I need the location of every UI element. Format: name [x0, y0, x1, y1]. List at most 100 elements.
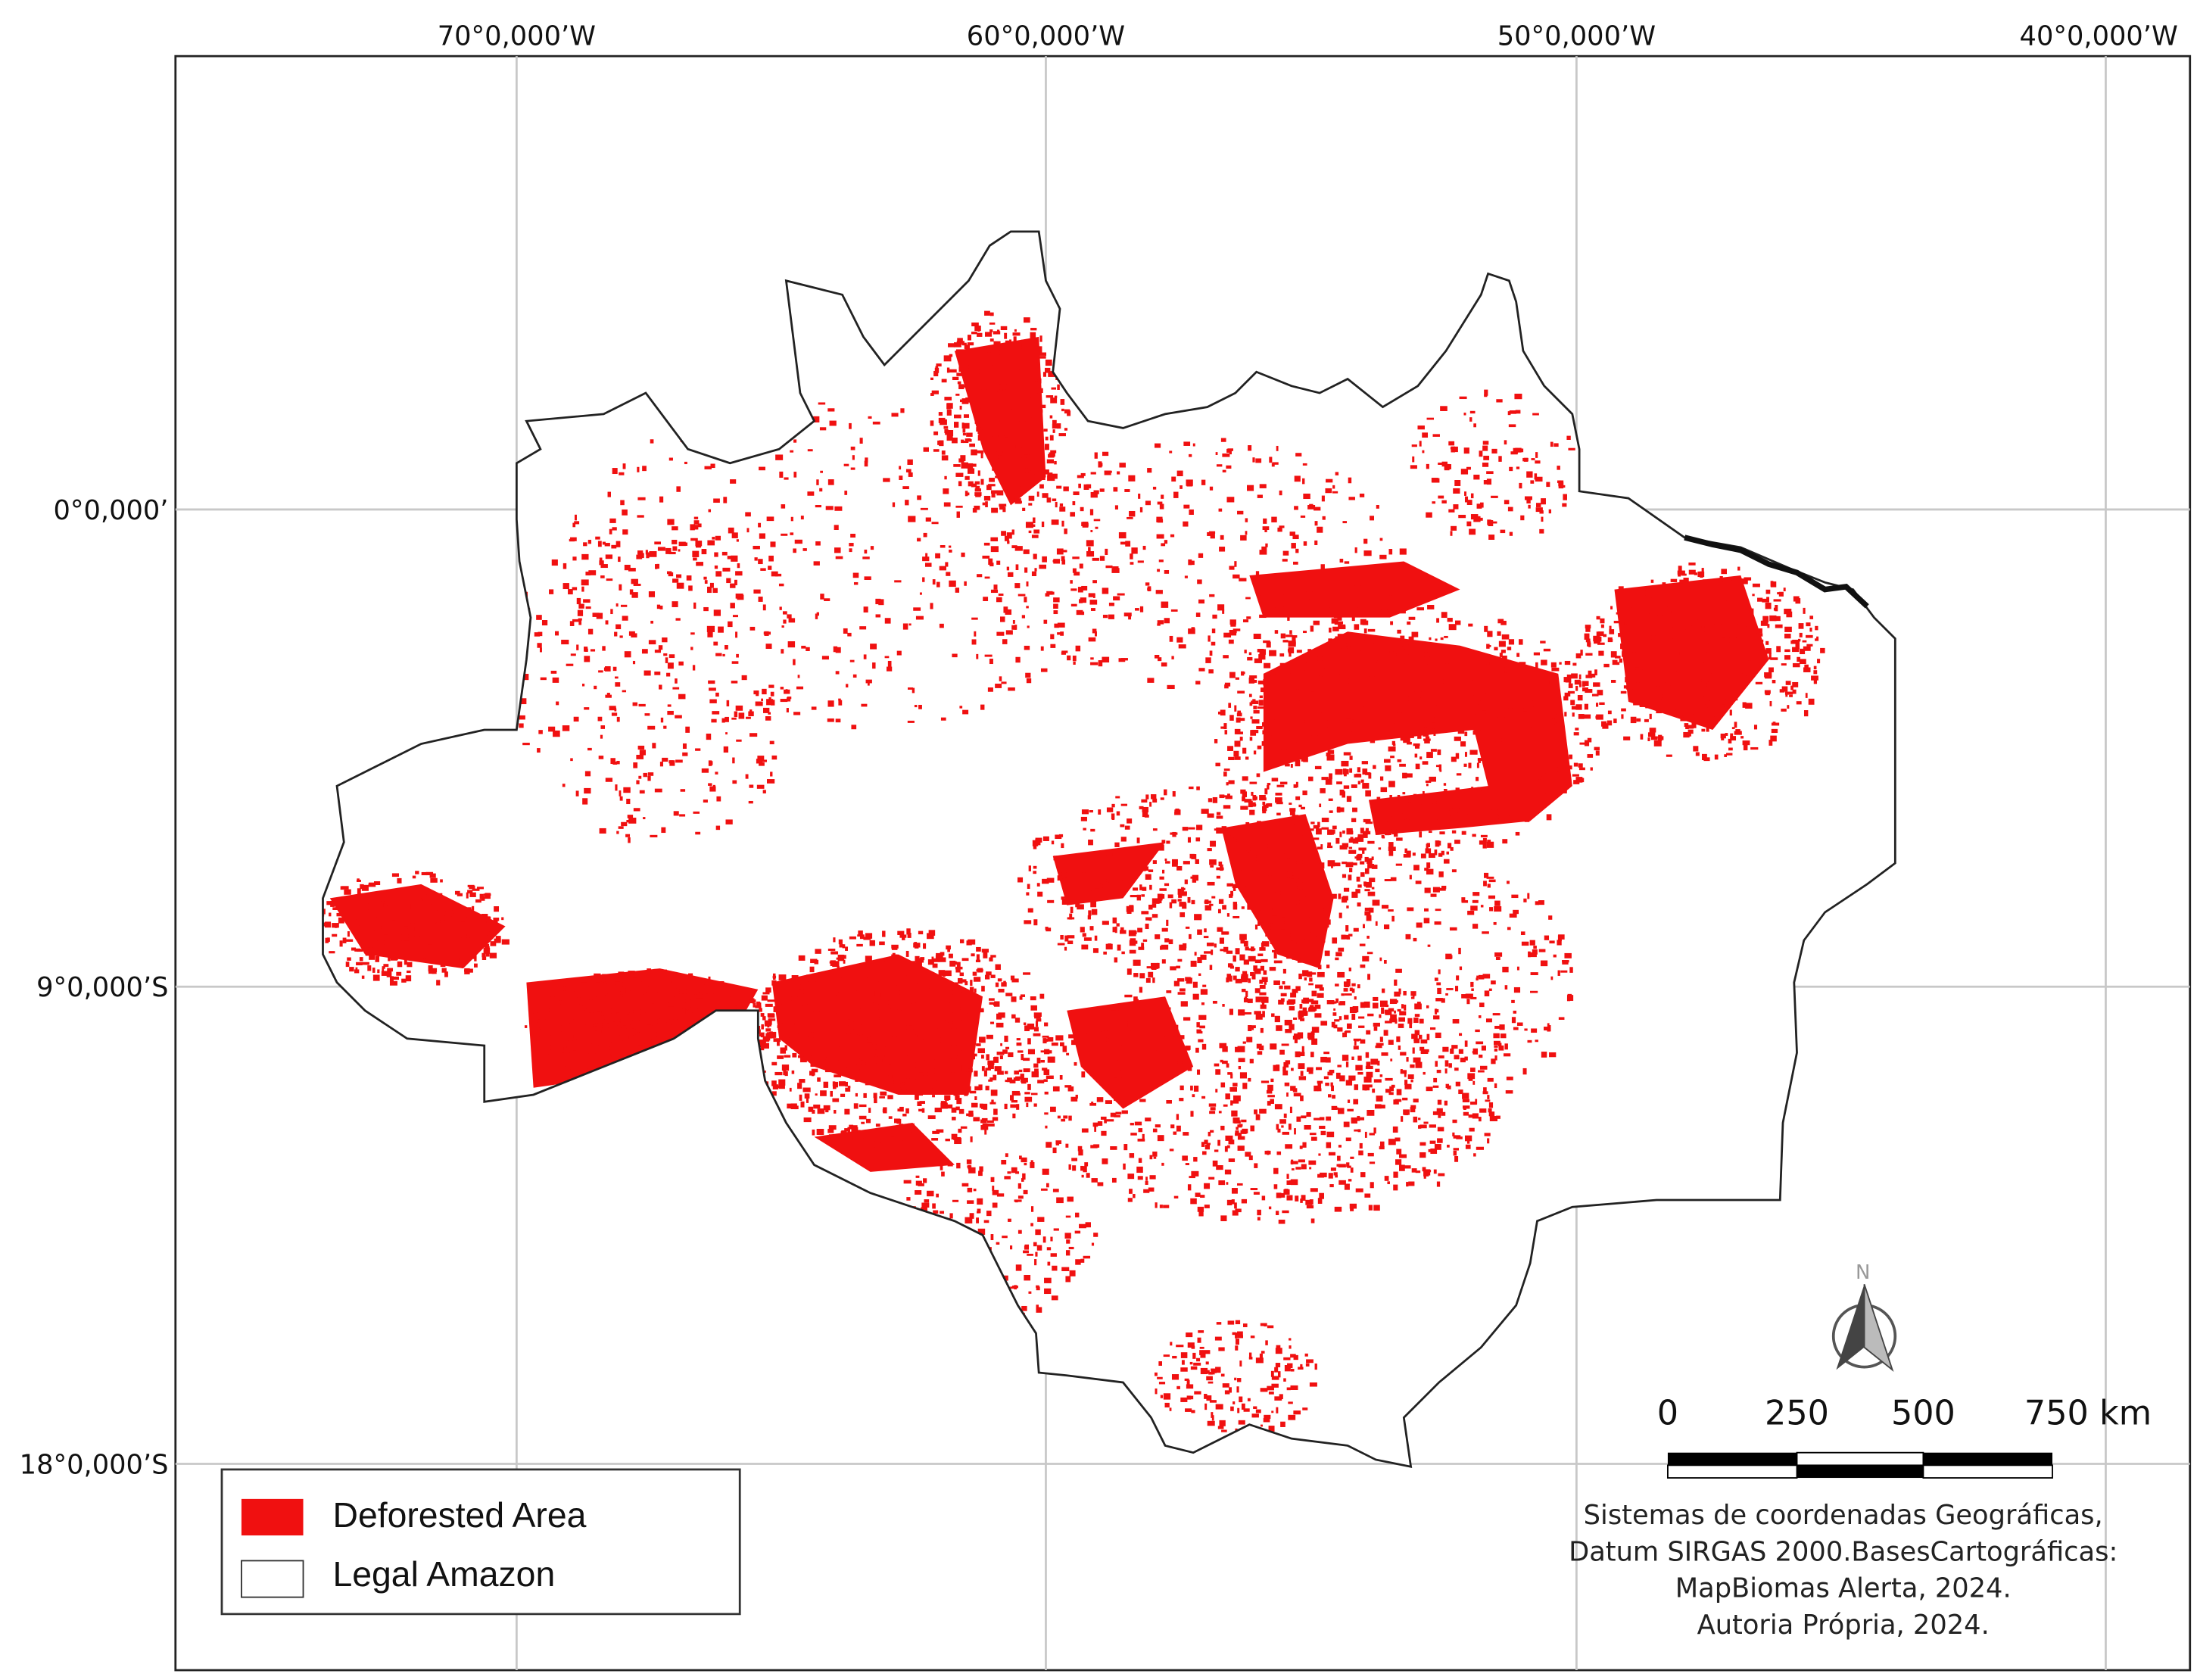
deforest-dot [1090, 608, 1095, 611]
deforest-dot [1689, 583, 1697, 589]
deforest-dot [381, 901, 387, 905]
deforest-dot [1237, 1335, 1243, 1339]
deforest-dot [991, 1099, 994, 1104]
deforest-dot [1632, 647, 1636, 653]
deforest-dot [1290, 1086, 1296, 1091]
deforest-dot [1735, 729, 1740, 732]
deforest-dot [1321, 495, 1325, 502]
deforest-dot [868, 1143, 875, 1148]
deforest-dot [882, 930, 886, 937]
deforest-dot [1250, 1125, 1255, 1132]
deforest-dot [1748, 660, 1751, 662]
deforest-dot [486, 920, 492, 924]
deforest-dot [330, 900, 335, 907]
deforest-dot [809, 1032, 814, 1038]
deforest-dot [1437, 1127, 1444, 1132]
deforest-dot [1084, 1162, 1089, 1167]
deforest-dot [1196, 1069, 1201, 1075]
deforest-dot [1360, 619, 1367, 625]
deforest-dot [1291, 1168, 1295, 1170]
deforest-dot [1047, 899, 1055, 903]
deforest-dot [1635, 682, 1642, 685]
deforest-dot [961, 1013, 968, 1019]
deforest-dot [1202, 1350, 1211, 1354]
deforest-dot [1771, 728, 1778, 734]
deforest-dot [672, 601, 678, 607]
deforest-dot [1237, 690, 1245, 694]
deforest-dot [1688, 569, 1696, 575]
deforest-dot [1407, 1074, 1414, 1080]
deforest-dot [989, 957, 993, 962]
deforest-dot [1549, 681, 1554, 684]
deforest-dot [596, 993, 600, 997]
deforest-dot [726, 578, 731, 584]
deforest-dot [1679, 652, 1687, 656]
deforest-dot [1071, 1158, 1077, 1161]
deforest-dot [840, 1093, 846, 1097]
deforest-dot [1024, 1162, 1027, 1166]
deforest-dot [926, 1030, 929, 1034]
deforest-dot [1331, 1021, 1335, 1027]
deforest-dot [641, 649, 648, 654]
deforest-dot [1728, 738, 1732, 743]
deforest-dot [1233, 904, 1238, 910]
deforest-dot [1188, 827, 1195, 830]
deforest-dot [827, 948, 836, 951]
deforest-dot [1379, 1145, 1385, 1150]
deforest-dot [1209, 965, 1213, 970]
deforest-dot [1233, 887, 1236, 891]
deforest-dot [1231, 1199, 1235, 1205]
deforest-dot [858, 930, 863, 936]
deforest-dot [988, 998, 995, 1001]
deforest-dot [1086, 1173, 1090, 1178]
deforest-dot [1365, 821, 1373, 824]
deforest-dot [1120, 658, 1128, 661]
deforest-dot [1292, 937, 1299, 943]
deforest-dot [902, 1070, 906, 1074]
deforest-dot [1008, 687, 1015, 691]
deforest-dot [1770, 581, 1777, 588]
deforest-dot [987, 687, 993, 692]
deforest-dot [923, 1039, 927, 1043]
deforest-dot [593, 1022, 596, 1029]
deforest-dot [1360, 1002, 1366, 1008]
deforest-dot [1159, 888, 1167, 891]
deforest-dot [1114, 1096, 1120, 1101]
deforest-dot [1334, 1019, 1340, 1022]
deforest-dot [596, 1027, 602, 1033]
deforest-dot [1578, 763, 1583, 768]
deforest-dot [412, 875, 416, 879]
deforest-dot [1292, 676, 1298, 679]
deforest-dot [1254, 1109, 1257, 1114]
deforest-dot [1046, 459, 1055, 464]
deforest-dot [1249, 675, 1257, 679]
deforest-dot [1224, 1145, 1228, 1152]
deforest-dot [1177, 899, 1182, 902]
deforest-dot [807, 449, 813, 452]
deforest-dot [612, 984, 617, 987]
deforest-dot [1298, 804, 1302, 808]
deforest-dot [1388, 1008, 1395, 1012]
deforest-dot [930, 603, 933, 609]
deforest-dot [1355, 1188, 1363, 1192]
deforest-dot [1061, 898, 1067, 905]
deforest-dot [1053, 1228, 1059, 1231]
deforest-dot [1541, 773, 1547, 779]
deforest-dot [900, 408, 905, 413]
deforest-dot [1343, 1121, 1350, 1127]
deforest-dot [1170, 534, 1175, 538]
deforest-dot [1059, 503, 1064, 507]
deforest-dot [1039, 352, 1047, 356]
deforest-dot [1192, 880, 1197, 883]
deforest-dot [1714, 754, 1719, 760]
deforest-dot [1191, 1345, 1195, 1349]
deforest-dot [1223, 771, 1227, 777]
deforest-dot [1001, 1159, 1007, 1165]
deforest-dot [556, 1033, 563, 1039]
deforest-dot [940, 1083, 946, 1088]
deforest-dot [1149, 884, 1152, 890]
deforest-dot [947, 1163, 953, 1167]
deforest-dot [1308, 1160, 1317, 1165]
deforest-dot [1578, 674, 1582, 680]
deforest-dot [401, 934, 409, 941]
